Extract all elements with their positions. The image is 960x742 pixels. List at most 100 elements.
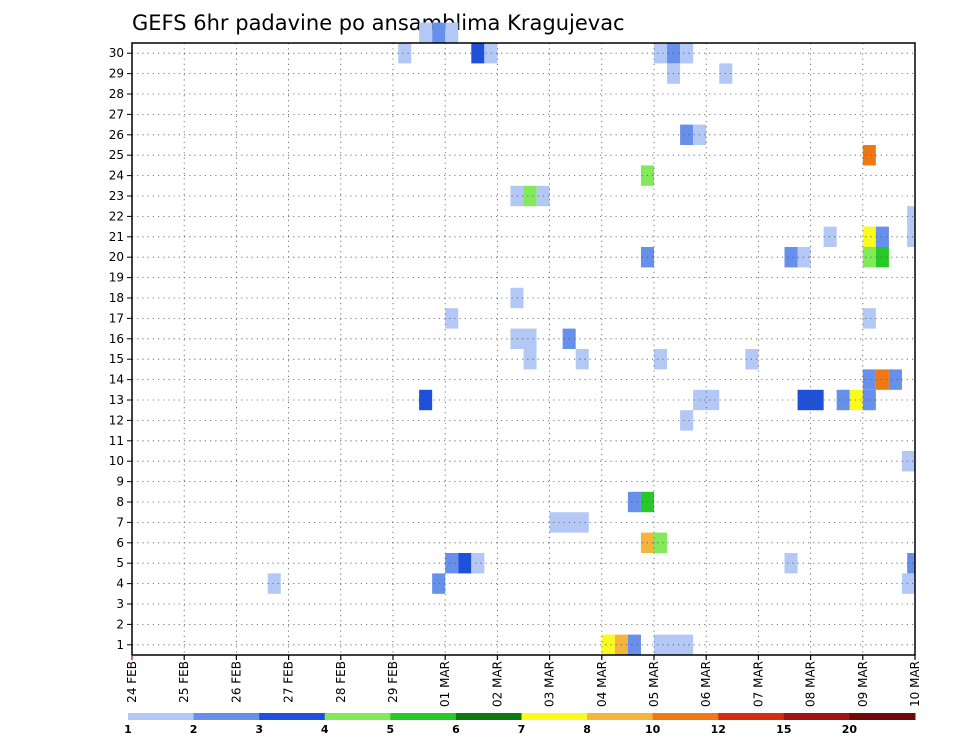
heatmap-cell: [875, 226, 889, 247]
x-tick-label: 25 FEB: [177, 661, 191, 703]
y-axis: 1234567891011121314151617181920212223242…: [109, 46, 132, 652]
y-tick-label: 12: [109, 413, 124, 427]
colorbar-swatch: [455, 713, 522, 720]
colorbar-label: 7: [518, 723, 526, 736]
colorbar-label: 8: [583, 723, 591, 736]
heatmap-cell: [445, 308, 459, 329]
y-tick-label: 3: [116, 597, 124, 611]
y-tick-label: 14: [109, 373, 124, 387]
colorbar-label: 3: [255, 723, 263, 736]
colorbar-swatch: [259, 713, 326, 720]
colorbar-swatch: [587, 713, 654, 720]
y-tick-label: 4: [116, 577, 124, 591]
y-tick-label: 25: [109, 148, 124, 162]
heatmap-cell: [901, 451, 915, 472]
heatmap-cell: [445, 553, 459, 574]
heatmap-cell: [823, 226, 837, 247]
heatmap-cell: [693, 389, 720, 411]
heatmap-cell: [875, 369, 889, 390]
heatmap-cell: [654, 532, 668, 553]
heatmap-cell: [398, 43, 412, 64]
heatmap-cell: [862, 389, 876, 411]
y-tick-label: 18: [109, 291, 124, 305]
heatmap-cell: [907, 206, 915, 227]
y-tick-label: 30: [109, 46, 124, 60]
x-tick-label: 26 FEB: [229, 661, 243, 703]
colorbar-legend: 1 2 3 4 5 6 7 8 10 12 15 20: [124, 713, 916, 736]
colorbar-label: 4: [321, 723, 329, 736]
heatmap-cell: [680, 410, 694, 431]
colorbar-label: 20: [842, 723, 858, 736]
heatmap-cell: [627, 634, 641, 655]
y-tick-label: 22: [109, 209, 124, 223]
colorbar-label: 5: [387, 723, 395, 736]
x-tick-label: 28 FEB: [334, 661, 348, 703]
heatmap-cell: [680, 124, 694, 145]
y-tick-label: 24: [109, 169, 124, 183]
colorbar-swatch: [128, 713, 195, 720]
heatmap-cell: [523, 185, 537, 207]
plot-frame: [131, 42, 916, 656]
heatmap-cell: [875, 247, 889, 268]
heatmap-cell: [601, 634, 615, 655]
heatmap-cell: [267, 573, 281, 594]
y-tick-label: 8: [116, 495, 124, 509]
colorbar-swatch: [783, 713, 850, 720]
x-axis: 24 FEB 25 FEB 26 FEB 27 FEB 28 FEB 29 FEB 01 M…: [125, 655, 922, 707]
x-tick-label: 01 MAR: [438, 661, 452, 707]
x-tick-label: 29 FEB: [386, 661, 400, 703]
x-tick-label: 07 MAR: [751, 661, 765, 707]
y-tick-label: 28: [109, 87, 124, 101]
y-tick-label: 2: [116, 617, 124, 631]
y-tick-label: 26: [109, 128, 124, 142]
colorbar-label: 6: [452, 723, 460, 736]
heatmap-cell: [471, 553, 485, 574]
x-tick-label: 05 MAR: [647, 661, 661, 707]
heatmap-cell: [432, 573, 446, 594]
heatmap-cell: [654, 349, 668, 370]
x-tick-label: 24 FEB: [125, 661, 139, 703]
x-tick-label: 10 MAR: [908, 661, 922, 707]
heatmap-cell: [784, 553, 798, 574]
y-tick-label: 20: [109, 250, 124, 264]
heatmap-cells: [267, 22, 915, 655]
colorbar-label: 15: [776, 723, 791, 736]
y-tick-label: 6: [116, 536, 124, 550]
colorbar-label: 10: [645, 723, 661, 736]
y-tick-label: 17: [109, 311, 124, 325]
y-tick-label: 23: [109, 189, 124, 203]
heatmap-cell: [862, 369, 876, 390]
colorbar-label: 1: [124, 723, 132, 736]
heatmap-cell: [784, 247, 798, 268]
y-tick-label: 21: [109, 230, 124, 244]
colorbar-label: 12: [711, 723, 726, 736]
colorbar-swatch: [718, 713, 785, 720]
grid-lines: [132, 43, 915, 655]
y-tick-label: 7: [116, 515, 124, 529]
y-tick-label: 1: [116, 638, 124, 652]
x-tick-label: 09 MAR: [856, 661, 870, 707]
colorbar-label: 2: [190, 723, 198, 736]
heatmap-cell: [654, 43, 668, 64]
heatmap-cell: [907, 553, 915, 574]
heatmap-cell: [510, 328, 537, 349]
colorbar-swatch: [324, 713, 391, 720]
heatmap-cell: [445, 22, 459, 43]
colorbar-swatch: [652, 713, 719, 720]
y-tick-label: 16: [109, 332, 124, 346]
heatmap-cell: [907, 226, 915, 247]
heatmap-cell: [862, 247, 876, 268]
y-tick-label: 13: [109, 393, 124, 407]
x-tick-label: 06 MAR: [699, 661, 713, 707]
heatmap-cell: [888, 369, 902, 390]
x-tick-label: 08 MAR: [804, 661, 818, 707]
colorbar-swatch: [521, 713, 588, 720]
colorbar-swatch: [849, 713, 916, 720]
colorbar-swatch: [390, 713, 457, 720]
x-tick-label: 27 FEB: [282, 661, 296, 703]
x-tick-label: 02 MAR: [490, 661, 504, 707]
heatmap-cell: [419, 22, 433, 43]
y-tick-label: 15: [109, 352, 124, 366]
heatmap-cell: [523, 349, 537, 370]
x-tick-label: 04 MAR: [595, 661, 609, 707]
